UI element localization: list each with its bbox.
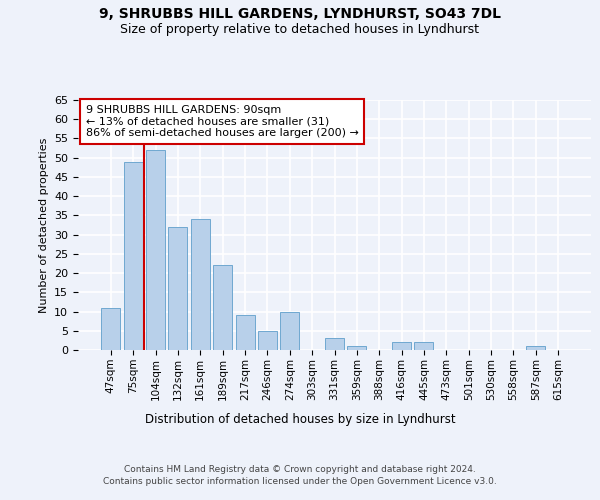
Bar [191,219,210,350]
Bar [392,342,411,350]
Bar [213,266,232,350]
Bar [415,342,433,350]
Bar [236,316,254,350]
Bar [124,162,143,350]
Bar [280,312,299,350]
Text: Contains public sector information licensed under the Open Government Licence v3: Contains public sector information licen… [103,478,497,486]
Bar [169,227,187,350]
Text: 9, SHRUBBS HILL GARDENS, LYNDHURST, SO43 7DL: 9, SHRUBBS HILL GARDENS, LYNDHURST, SO43… [99,8,501,22]
Bar [325,338,344,350]
Text: Distribution of detached houses by size in Lyndhurst: Distribution of detached houses by size … [145,412,455,426]
Bar [258,331,277,350]
Text: 9 SHRUBBS HILL GARDENS: 90sqm
← 13% of detached houses are smaller (31)
86% of s: 9 SHRUBBS HILL GARDENS: 90sqm ← 13% of d… [86,105,359,138]
Bar [101,308,121,350]
Bar [146,150,165,350]
Bar [347,346,367,350]
Text: Contains HM Land Registry data © Crown copyright and database right 2024.: Contains HM Land Registry data © Crown c… [124,465,476,474]
Bar [526,346,545,350]
Text: Size of property relative to detached houses in Lyndhurst: Size of property relative to detached ho… [121,22,479,36]
Y-axis label: Number of detached properties: Number of detached properties [38,138,49,312]
